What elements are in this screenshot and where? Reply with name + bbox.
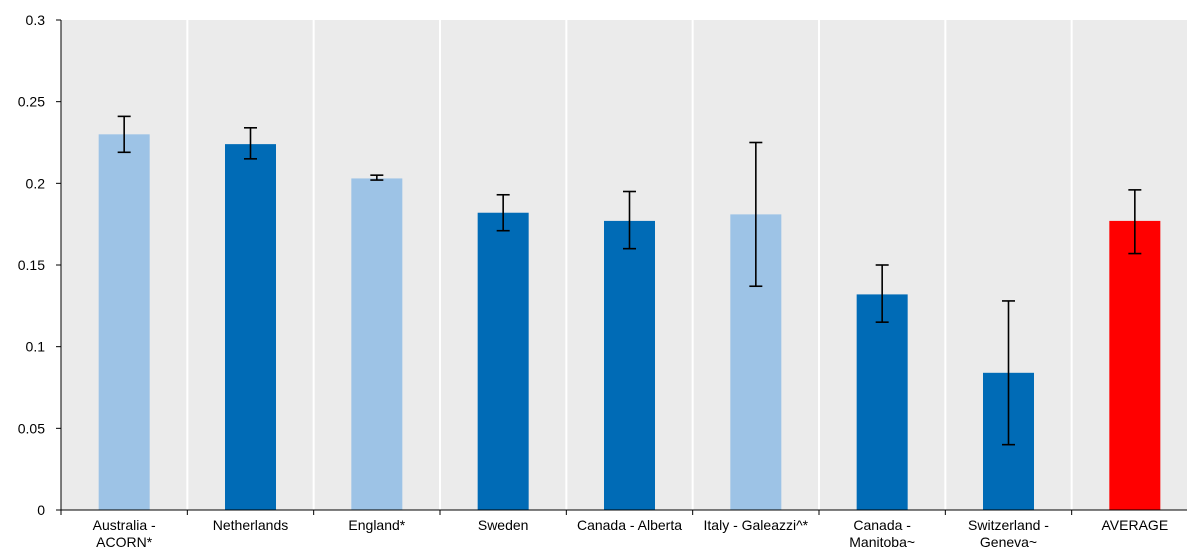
bars bbox=[98, 134, 1161, 511]
x-tick-label: England* bbox=[348, 517, 405, 533]
error-bar bbox=[623, 190, 636, 250]
bar bbox=[1109, 220, 1161, 510]
error-bar bbox=[875, 264, 889, 323]
bar bbox=[856, 294, 908, 510]
x-tick-label: Australia - bbox=[93, 517, 156, 533]
x-tick-label: ACORN* bbox=[96, 534, 153, 550]
error-bars bbox=[117, 115, 1142, 446]
bar bbox=[351, 178, 403, 510]
x-tick-label: Canada - Alberta bbox=[577, 517, 682, 533]
y-tick-label: 0.25 bbox=[18, 94, 45, 110]
y-tick-label: 0.15 bbox=[18, 257, 45, 273]
x-tick-label: Canada - bbox=[853, 517, 911, 533]
y-tick-label: 0.2 bbox=[26, 175, 46, 191]
y-tick-label: 0.05 bbox=[18, 420, 45, 436]
x-tick-label: Netherlands bbox=[213, 517, 289, 533]
x-tick-labels: Australia -ACORN* Netherlands England* Swed… bbox=[93, 517, 1169, 550]
x-tick-label: Manitoba~ bbox=[849, 534, 915, 550]
bar bbox=[477, 212, 529, 510]
x-tick-label: Switzerland - bbox=[968, 517, 1049, 533]
bar bbox=[98, 134, 150, 511]
error-bar bbox=[749, 141, 763, 288]
y-tick-label: 0.1 bbox=[26, 339, 46, 355]
x-tick-label: Italy - Galeazzi^* bbox=[704, 517, 809, 533]
bar bbox=[225, 144, 276, 510]
error-bar bbox=[117, 115, 131, 154]
error-bar bbox=[1002, 300, 1015, 446]
error-bar bbox=[1128, 189, 1142, 255]
x-tick-label: Geneva~ bbox=[980, 534, 1037, 550]
y-tick-labels: 0 0.05 0.1 0.15 0.2 0.25 0.3 bbox=[18, 12, 45, 518]
error-bar bbox=[244, 127, 257, 160]
y-tick-label: 0 bbox=[37, 502, 45, 518]
bar bbox=[604, 220, 655, 510]
error-bar bbox=[496, 193, 510, 232]
error-bar bbox=[370, 174, 384, 181]
x-tick-label: AVERAGE bbox=[1102, 517, 1169, 533]
gridlines bbox=[186, 20, 1073, 510]
y-tick-label: 0.3 bbox=[26, 12, 46, 28]
axes bbox=[56, 19, 1187, 515]
x-tick-label: Sweden bbox=[478, 517, 529, 533]
